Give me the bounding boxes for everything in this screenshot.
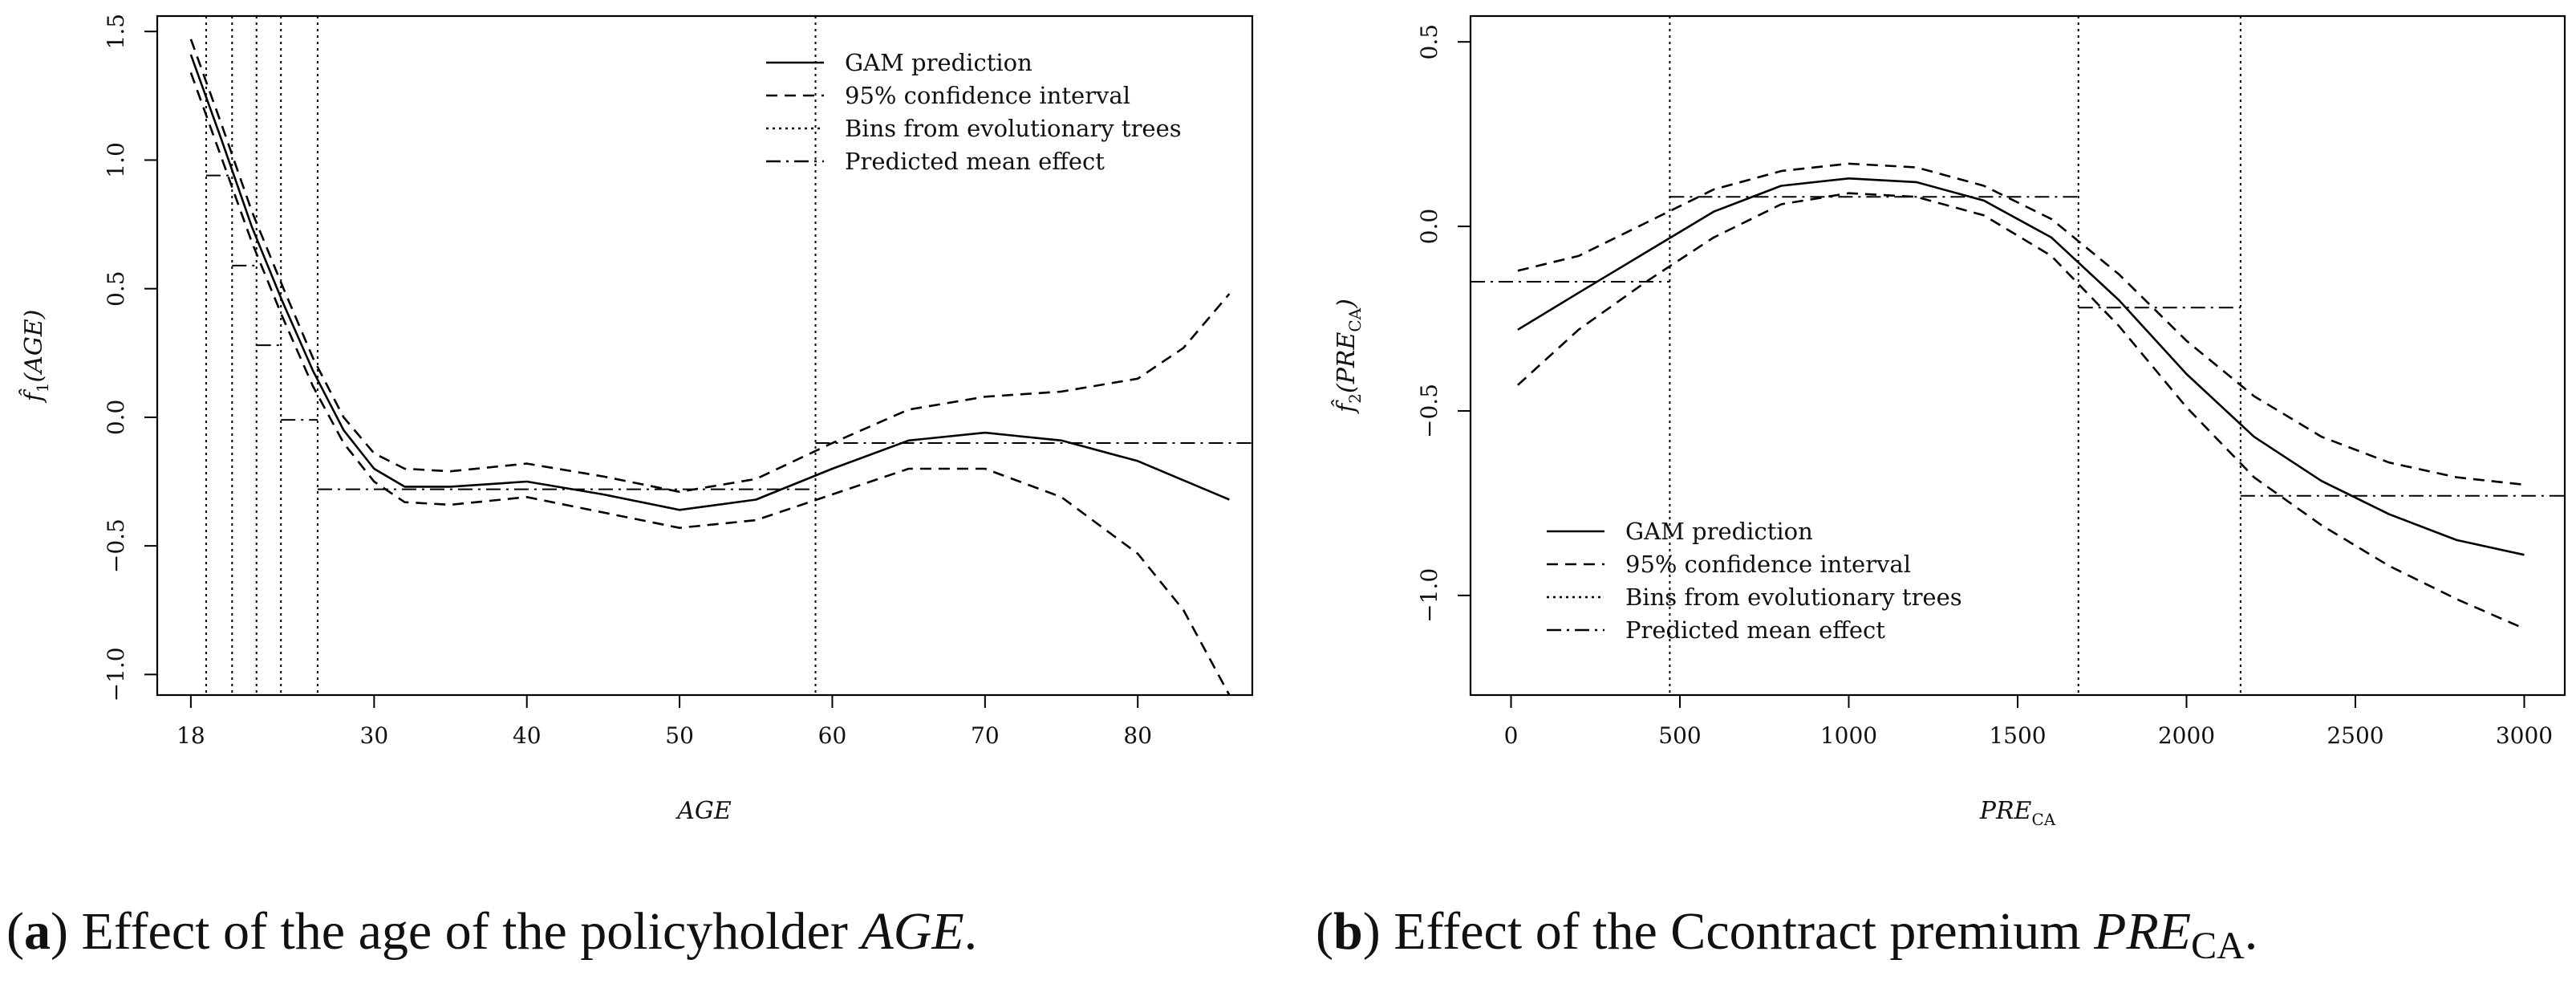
- x-tick-label: 50: [665, 722, 694, 749]
- legend-label: Predicted mean effect: [845, 148, 1105, 175]
- legend-label: 95% confidence interval: [845, 82, 1130, 109]
- panel-b-chart: 0 500 1000 1500 2000 2500 3000 −1.0−0.50.00.5 …: [1316, 14, 2566, 967]
- confidence-interval-line: [189, 39, 1231, 494]
- y-axis-label: f̂1(AGE): [18, 310, 52, 404]
- gam-prediction-line: [1517, 177, 2525, 556]
- y-tick-label: −1.0: [1416, 568, 1442, 623]
- y-tick-label: 1.0: [103, 142, 129, 178]
- x-tick-label: 1000: [1820, 722, 1877, 749]
- x-tick-label: 60: [818, 722, 847, 749]
- legend-label: Bins from evolutionary trees: [1625, 583, 1962, 611]
- x-tick-label: 30: [360, 722, 389, 749]
- bin-lines: [205, 16, 817, 695]
- x-tick-label: 500: [1658, 722, 1701, 749]
- x-tick-label: 70: [971, 722, 1000, 749]
- y-tick-label: 0.5: [1416, 24, 1442, 60]
- x-ticks: 0 500 1000 1500 2000 2500 3000: [1504, 694, 2553, 749]
- legend: GAM prediction 95% confidence interval Bin…: [1547, 518, 1962, 644]
- mean-effect-segments: [1471, 196, 2565, 497]
- caption-a: (a) Effect of the age of the policyholde…: [6, 902, 977, 961]
- x-tick-label: 40: [513, 722, 542, 749]
- confidence-interval-line: [1517, 192, 2525, 630]
- x-axis-label: AGE: [675, 797, 732, 825]
- y-tick-label: 1.5: [103, 14, 129, 50]
- gam-prediction-line: [189, 54, 1230, 511]
- y-tick-label: 0.0: [1416, 209, 1442, 245]
- x-tick-label: 3000: [2496, 722, 2553, 749]
- x-tick-label: 0: [1504, 722, 1519, 749]
- legend-label: 95% confidence interval: [1625, 551, 1911, 578]
- y-tick-label: −0.5: [1416, 384, 1442, 438]
- x-tick-label: 2000: [2158, 722, 2215, 749]
- caption-b: (b) Effect of the Ccontract premium PREC…: [1316, 902, 2258, 967]
- confidence-interval-line: [189, 72, 1231, 696]
- y-axis-label: f̂2(PRECA): [1331, 299, 1365, 414]
- legend-label: GAM prediction: [845, 49, 1032, 76]
- y-tick-label: −0.5: [103, 518, 129, 573]
- bin-lines: [1669, 16, 2241, 695]
- legend-label: Bins from evolutionary trees: [845, 115, 1182, 142]
- x-ticks: 18 30 40 50 60 70 80: [176, 694, 1152, 749]
- y-ticks: −1.0 −0.5 0.0 0.5: [1416, 24, 1471, 623]
- y-ticks: −1.0 −0.5 0.0 0.5 1.0 1.5: [103, 14, 157, 701]
- x-tick-label: 80: [1123, 722, 1152, 749]
- x-tick-label: 2500: [2327, 722, 2383, 749]
- legend: GAM prediction 95% confidence interval Bin…: [766, 49, 1182, 175]
- x-tick-label: 1500: [1989, 722, 2046, 749]
- panel-a-chart: 18 30 40 50 60 70 80 −1.0 −0.5 0.0 0.5 1.0 1.5 GAM …: [6, 14, 1254, 961]
- legend-label: Predicted mean effect: [1625, 616, 1885, 644]
- series-lines: [189, 39, 1231, 696]
- legend-label: GAM prediction: [1625, 518, 1813, 545]
- x-tick-label: 18: [176, 722, 205, 749]
- x-axis-label: PRECA: [1979, 797, 2056, 829]
- y-tick-label: −1.0: [103, 647, 129, 701]
- y-tick-label: 0.0: [103, 400, 129, 436]
- y-tick-label: 0.5: [103, 270, 129, 307]
- confidence-interval-line: [1517, 162, 2525, 486]
- mean-effect-segments: [205, 174, 1252, 490]
- series-lines: [1517, 162, 2525, 630]
